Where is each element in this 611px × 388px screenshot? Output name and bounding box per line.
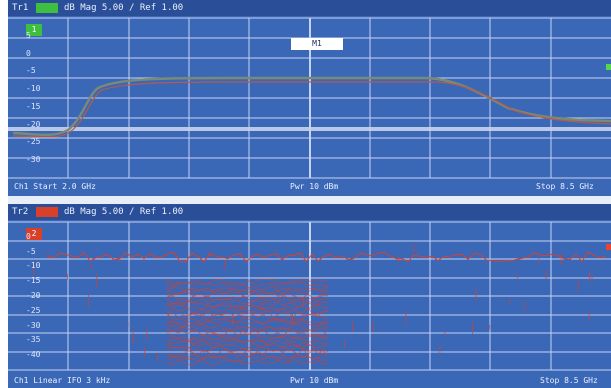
top-stop-freq: Stop 8.5 GHz: [536, 182, 594, 191]
bottom-trace-noise: [167, 339, 329, 347]
top-trace-label: Tr1: [12, 3, 29, 13]
top-trace-tag[interactable]: 1: [26, 24, 42, 36]
top-ref-marker: [606, 64, 611, 70]
top-grid: [8, 17, 611, 179]
bottom-trace-color-chip[interactable]: [36, 207, 58, 217]
axis-tick-label: -10: [26, 261, 41, 271]
bottom-trace-noise: [167, 285, 329, 292]
bottom-pane-footer: Ch1 Linear IFO 3 kHz Pwr 10 dBm Stop 8.5…: [8, 374, 611, 388]
top-pane-titlebar: Tr1 dB Mag 5.00 / Ref 1.00: [8, 0, 611, 16]
bottom-trace-noise: [167, 320, 329, 328]
bottom-noise-trace: [32, 244, 607, 366]
axis-tick-label: -10: [26, 84, 41, 94]
bottom-trace-line: [47, 251, 607, 263]
axis-tick-label: -5: [26, 246, 36, 256]
top-trace-pane[interactable]: Tr1 dB Mag 5.00 / Ref 1.00 1 M1 Ch1 Star…: [8, 0, 611, 196]
bottom-grid: [8, 221, 611, 371]
bottom-start-freq: Ch1 Linear IFO 3 kHz: [14, 376, 111, 385]
axis-tick-label: 0: [26, 231, 31, 241]
axis-tick-label: -20: [26, 291, 41, 300]
bottom-trace-tag[interactable]: 2: [26, 228, 42, 240]
axis-tick-label: -40: [26, 350, 41, 360]
analyzer-window: Tr1 dB Mag 5.00 / Ref 1.00 1 M1 Ch1 Star…: [8, 0, 611, 388]
marker-readout[interactable]: M1: [291, 38, 343, 50]
pane-separator[interactable]: [8, 196, 611, 204]
bottom-trace-noise: [167, 355, 329, 363]
axis-tick-label: 0: [26, 48, 31, 58]
bottom-trace-noise: [167, 323, 329, 331]
bottom-trace-format: dB Mag 5.00 / Ref 1.00: [64, 207, 184, 217]
axis-tick-label: -5: [26, 66, 36, 76]
top-trace-line: [12, 76, 611, 137]
bottom-trace-noise: [167, 358, 329, 366]
bottom-pane-titlebar: Tr2 dB Mag 5.00 / Ref 1.00: [8, 204, 611, 220]
top-pane-footer: Ch1 Start 2.0 GHz Pwr 10 dBm Stop 8.5 GH…: [8, 180, 611, 194]
axis-tick-label: -25: [26, 137, 41, 147]
top-start-freq: Ch1 Start 2.0 GHz: [14, 182, 96, 191]
bottom-trace-label: Tr2: [12, 207, 29, 217]
axis-tick-label: -30: [26, 320, 41, 330]
axis-tick-label: -30: [26, 155, 41, 165]
bottom-trace-noise: [167, 281, 329, 289]
top-power: Pwr 10 dBm: [290, 182, 339, 191]
bottom-trace-noise: [167, 307, 329, 315]
bottom-trace-noise: [167, 304, 329, 311]
bottom-trace-noise: [167, 316, 329, 324]
bottom-trace-noise: [167, 313, 329, 321]
bottom-trace-noise: [167, 294, 329, 302]
bottom-trace-noise: [167, 329, 329, 337]
bottom-trace-noise: [167, 352, 329, 360]
top-trace-line-secondary: [12, 81, 611, 138]
bottom-stop-freq: Stop 8.5 GHz: [540, 376, 598, 385]
axis-tick-label: -15: [26, 276, 41, 286]
top-trace-color-chip[interactable]: [36, 3, 58, 13]
bottom-trace-plot[interactable]: [8, 204, 611, 388]
axis-tick-label: -25: [26, 305, 41, 315]
bottom-ref-marker: [606, 244, 611, 250]
axis-tick-label: 5: [26, 30, 31, 40]
bottom-trace-noise: [167, 348, 329, 356]
bottom-trace-noise: [167, 326, 329, 334]
bottom-trace-noise: [167, 310, 329, 318]
bottom-trace-noise: [167, 332, 329, 340]
bottom-trace-noise: [167, 288, 329, 296]
axis-tick-label: -20: [26, 119, 41, 129]
top-trace-format: dB Mag 5.00 / Ref 1.00: [64, 3, 184, 13]
bottom-trace-pane[interactable]: Tr2 dB Mag 5.00 / Ref 1.00 2 Ch1 Linear …: [8, 204, 611, 388]
bottom-power: Pwr 10 dBm: [290, 376, 339, 385]
bottom-trace-noise: [167, 345, 329, 353]
top-trace-plot[interactable]: [8, 0, 611, 196]
axis-tick-label: -15: [26, 101, 41, 111]
axis-tick-label: -35: [26, 335, 41, 345]
bottom-trace-noise: [167, 291, 329, 299]
bottom-trace-noise: [167, 278, 329, 286]
bottom-trace-noise: [167, 342, 329, 350]
